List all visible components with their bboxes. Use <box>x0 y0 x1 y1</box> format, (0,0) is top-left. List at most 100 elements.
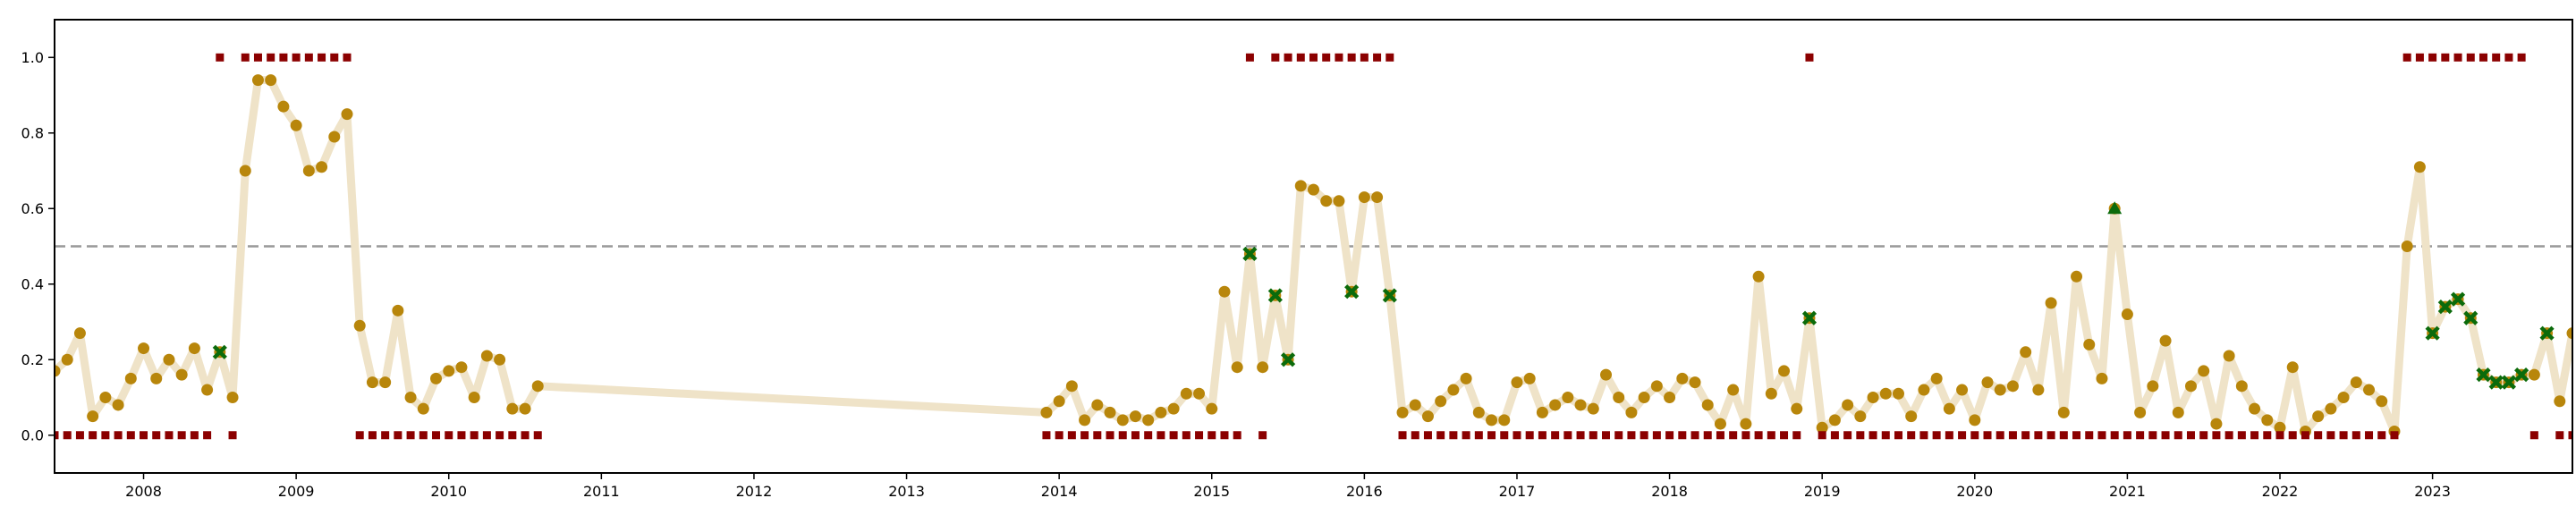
label-marker <box>1462 431 1470 440</box>
score-point <box>531 380 544 393</box>
y-tick-label: 0.2 <box>21 351 44 368</box>
score-point <box>1218 285 1231 298</box>
label-marker <box>1208 431 1216 440</box>
cross-marker <box>2501 375 2517 390</box>
label-marker <box>63 431 72 440</box>
label-marker <box>1767 431 1775 440</box>
score-point <box>251 74 264 87</box>
score-point <box>2401 241 2413 252</box>
x-tick-label: 2022 <box>2262 483 2299 500</box>
label-marker <box>165 431 174 440</box>
score-point <box>2147 380 2159 393</box>
score-point <box>2198 365 2210 377</box>
label-marker <box>1601 431 1610 440</box>
score-point <box>1320 195 1333 207</box>
label-marker <box>1907 431 1916 440</box>
score-point <box>2286 361 2299 374</box>
label-marker <box>1589 431 1597 440</box>
label-marker <box>2441 53 2450 62</box>
score-point <box>379 376 392 389</box>
label-marker <box>1640 431 1648 440</box>
score-point <box>328 131 341 143</box>
score-point <box>404 392 417 403</box>
score-point <box>2159 334 2172 347</box>
label-marker <box>2517 53 2526 62</box>
label-marker <box>114 431 123 440</box>
label-marker <box>1080 431 1089 440</box>
score-point <box>1523 372 1536 384</box>
x-tick-label: 2011 <box>583 483 620 500</box>
score-point <box>1638 392 1650 403</box>
label-marker <box>1665 431 1674 440</box>
score-point <box>2210 418 2223 430</box>
label-marker <box>1843 431 1852 440</box>
score-point <box>1562 392 1574 403</box>
score-point <box>1892 387 1904 400</box>
label-marker <box>2555 431 2564 440</box>
cross-marker <box>2450 291 2466 307</box>
label-marker <box>1042 431 1051 440</box>
label-marker <box>2148 431 2157 440</box>
label-marker <box>2136 431 2145 440</box>
label-marker <box>2021 431 2030 440</box>
score-point <box>2134 406 2147 418</box>
x-tick-label: 2019 <box>1804 483 1841 500</box>
label-marker <box>2174 431 2182 440</box>
label-marker <box>1067 431 1076 440</box>
score-point <box>61 353 73 366</box>
label-marker <box>1703 431 1712 440</box>
label-marker <box>406 431 415 440</box>
x-tick-label: 2012 <box>736 483 773 500</box>
score-point <box>1676 372 1689 384</box>
score-point <box>1765 387 1777 400</box>
label-marker <box>228 431 237 440</box>
label-marker <box>457 431 466 440</box>
score-point <box>2235 380 2248 393</box>
label-marker <box>381 431 390 440</box>
score-point <box>290 119 302 131</box>
label-marker <box>1411 431 1419 440</box>
label-marker <box>1996 431 2004 440</box>
label-marker <box>1729 431 1738 440</box>
label-marker <box>1118 431 1127 440</box>
label-marker <box>1449 431 1458 440</box>
x-tick-label: 2016 <box>1346 483 1383 500</box>
score-point <box>1930 372 1943 384</box>
label-marker <box>2377 431 2386 440</box>
label-marker <box>2186 431 2195 440</box>
score-point <box>1956 384 1969 396</box>
score-point <box>2223 350 2235 362</box>
label-marker <box>2046 431 2055 440</box>
x-tick-label: 2021 <box>2109 483 2146 500</box>
cross-marker <box>2476 367 2491 383</box>
label-marker <box>1169 431 1178 440</box>
x-tick-label: 2017 <box>1499 483 1536 500</box>
label-marker <box>75 431 84 440</box>
label-marker <box>1487 431 1496 440</box>
score-point <box>2045 297 2057 309</box>
score-point <box>1625 406 1638 418</box>
label-marker <box>1563 431 1572 440</box>
label-marker <box>2237 431 2246 440</box>
score-point <box>1828 414 1841 426</box>
score-point <box>124 372 137 384</box>
score-point <box>1193 387 1206 400</box>
label-marker <box>2250 431 2259 440</box>
score-point <box>1587 402 1599 415</box>
score-point <box>519 402 531 415</box>
label-marker <box>1538 431 1546 440</box>
label-marker <box>1513 431 1521 440</box>
label-marker <box>496 431 504 440</box>
label-marker <box>1525 431 1534 440</box>
score-point <box>1740 418 1752 430</box>
label-marker <box>1347 53 1356 62</box>
score-point <box>1409 399 1421 411</box>
score-point <box>443 365 455 377</box>
score-point <box>1867 392 1879 403</box>
label-marker <box>1423 431 1432 440</box>
score-point <box>1905 410 1918 423</box>
score-point <box>1091 399 1104 411</box>
score-point <box>112 399 124 411</box>
cross-marker <box>1382 288 1397 303</box>
score-line <box>55 76 2572 435</box>
